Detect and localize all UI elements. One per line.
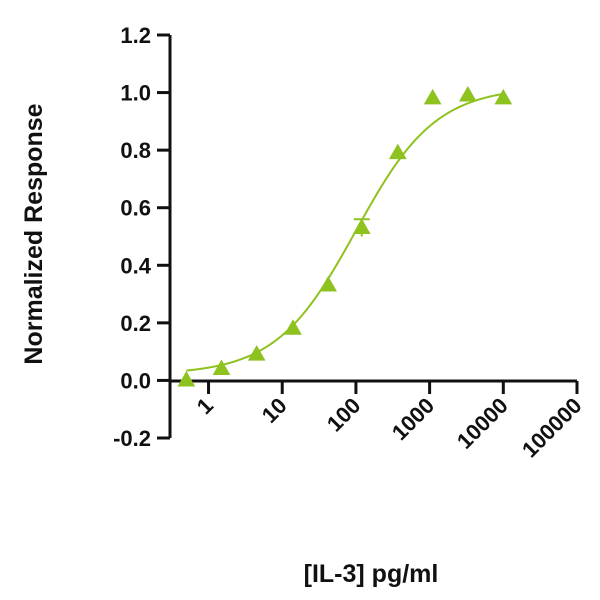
fit-curve [186, 92, 504, 372]
data-point [319, 276, 338, 292]
data-points [177, 86, 513, 387]
data-point [352, 218, 371, 234]
data-point [247, 345, 266, 361]
x-tick-label: 10 [257, 393, 292, 428]
data-point [388, 143, 407, 160]
fit-curve-group [186, 92, 504, 372]
y-tick-label: -0.2 [113, 426, 151, 451]
data-point [423, 88, 442, 105]
x-axis-title: [IL-3] pg/ml [304, 560, 439, 588]
y-tick-label: 0.8 [120, 138, 151, 163]
y-axis-title: Normalized Response [20, 103, 48, 364]
data-point [494, 88, 513, 105]
x-tick-label: 100000 [517, 393, 587, 463]
y-tick-label: 0.2 [120, 311, 151, 336]
y-tick-label: 1.2 [120, 23, 151, 48]
y-axis: -0.2 0.0 0.2 0.4 0.6 0.8 1.0 1.2 [113, 23, 172, 451]
x-tick-label: 1 [192, 393, 218, 419]
y-tick-label: 0.0 [120, 368, 151, 393]
data-point [177, 371, 196, 387]
data-point [458, 86, 477, 102]
x-axis: 1 10 100 1000 10000 100000 [170, 379, 587, 463]
y-tick-label: 0.6 [120, 196, 151, 221]
x-tick-label: 100 [322, 393, 366, 437]
x-tick-label: 1000 [387, 393, 439, 445]
data-point [284, 319, 302, 335]
y-tick-label: 0.4 [120, 253, 151, 278]
y-tick-label: 1.0 [120, 81, 151, 106]
data-point [212, 359, 231, 376]
x-tick-label: 10000 [452, 393, 513, 454]
